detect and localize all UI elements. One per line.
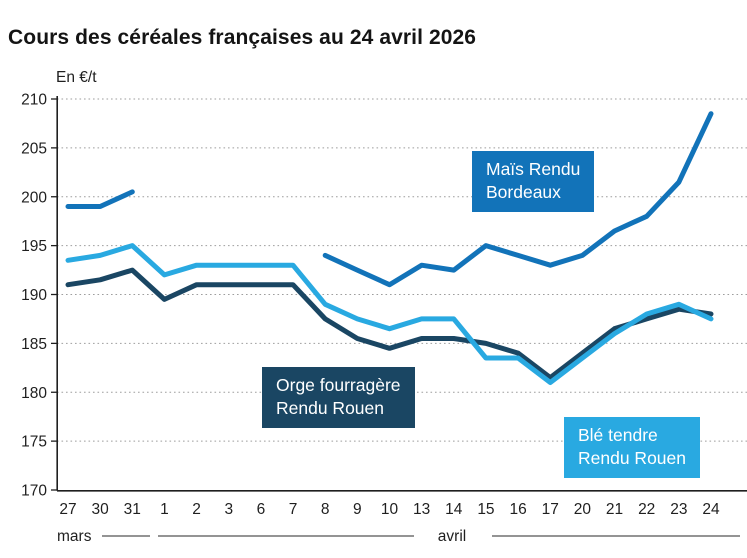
x-tick-label: 7	[289, 501, 298, 518]
y-tick-label: 190	[21, 287, 47, 304]
series-label-line: Rendu Rouen	[276, 398, 384, 419]
axis-lines	[56, 96, 747, 492]
x-tick-label: 2	[192, 501, 201, 518]
y-tick-label: 170	[21, 483, 47, 500]
y-tick-label: 185	[21, 336, 47, 353]
x-tick-label: 22	[638, 501, 655, 518]
x-tick-label: 9	[353, 501, 362, 518]
month-label-mars: mars	[57, 528, 92, 545]
chart-title: Cours des céréales françaises au 24 avri…	[8, 26, 477, 49]
series-line-0	[65, 189, 135, 209]
x-tick-label: 27	[59, 501, 76, 518]
x-tick-label: 10	[381, 501, 399, 518]
series-label-line: Rendu Rouen	[578, 448, 686, 469]
y-tick-label: 200	[21, 189, 47, 206]
x-tick-label: 17	[542, 501, 559, 518]
y-axis-unit-label: En €/t	[56, 69, 97, 86]
x-tick-label: 30	[92, 501, 110, 518]
x-tick-label: 24	[702, 501, 720, 518]
y-tick-label: 180	[21, 385, 47, 402]
series-line-2	[65, 243, 714, 385]
series-label-line: Blé tendre	[578, 425, 658, 445]
series-label-mais-rendu-bordeaux: Maïs Rendu Bordeaux	[472, 151, 595, 212]
x-tick-label: 1	[160, 501, 169, 518]
y-tick-label: 175	[21, 434, 47, 451]
y-tick-label: 205	[21, 140, 47, 157]
series-line-1	[65, 267, 714, 381]
series-label-orge-fourragere-rendu-rouen: Orge fourragère Rendu Rouen	[262, 367, 415, 428]
x-tick-label: 15	[477, 501, 494, 518]
x-tick-label: 21	[606, 501, 623, 518]
series-line-0	[322, 111, 714, 288]
series-label-line: Bordeaux	[486, 182, 561, 203]
series-label-line: Orge fourragère	[276, 375, 401, 395]
series-label-ble-tendre-rendu-rouen: Blé tendre Rendu Rouen	[564, 417, 700, 478]
x-tick-label: 31	[124, 501, 141, 518]
x-tick-label: 16	[509, 501, 526, 518]
y-tick-label: 210	[21, 92, 47, 109]
x-tick-label: 20	[574, 501, 592, 518]
x-tick-label: 8	[321, 501, 330, 518]
x-tick-label: 13	[413, 501, 430, 518]
y-tick-label: 195	[21, 238, 47, 255]
x-tick-label: 23	[670, 501, 687, 518]
x-tick-label: 14	[445, 501, 463, 518]
series-label-line: Maïs Rendu	[486, 159, 581, 179]
x-tick-label: 6	[257, 501, 266, 518]
month-label-avril: avril	[438, 528, 466, 545]
x-tick-label: 3	[224, 501, 233, 518]
